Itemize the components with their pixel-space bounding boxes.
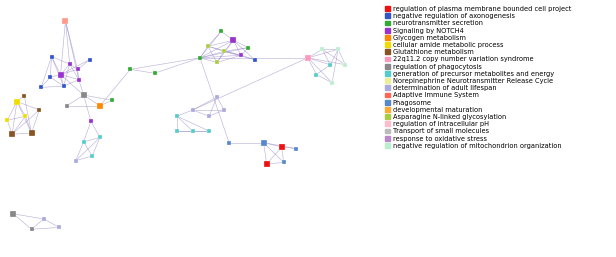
Point	[195, 56, 205, 60]
Point	[60, 19, 70, 23]
Point	[87, 154, 97, 158]
Point	[150, 71, 160, 75]
Point	[9, 212, 18, 216]
Point	[26, 227, 36, 231]
Point	[204, 114, 214, 118]
Point	[86, 119, 96, 123]
Point	[95, 135, 105, 140]
Point	[85, 58, 95, 62]
Point	[219, 49, 229, 53]
Point	[34, 108, 44, 112]
Point	[188, 129, 198, 133]
Point	[74, 78, 84, 82]
Point	[95, 104, 105, 108]
Point	[55, 72, 65, 77]
Point	[59, 84, 68, 88]
Legend: regulation of plasma membrane bounded cell project, negative regulation of axono: regulation of plasma membrane bounded ce…	[385, 6, 571, 149]
Point	[291, 146, 301, 151]
Point	[333, 47, 343, 51]
Point	[237, 53, 246, 57]
Point	[229, 38, 238, 42]
Point	[7, 132, 17, 136]
Point	[47, 54, 57, 59]
Point	[62, 104, 71, 108]
Point	[262, 162, 272, 166]
Point	[19, 94, 29, 98]
Point	[216, 29, 226, 33]
Point	[73, 67, 83, 71]
Point	[259, 141, 269, 145]
Point	[303, 56, 313, 60]
Point	[224, 141, 234, 145]
Point	[172, 129, 182, 133]
Point	[20, 114, 30, 118]
Point	[46, 75, 55, 79]
Point	[277, 145, 286, 149]
Point	[26, 131, 36, 135]
Point	[243, 45, 253, 50]
Point	[107, 98, 117, 102]
Point	[12, 99, 22, 104]
Point	[2, 118, 12, 122]
Point	[219, 108, 229, 112]
Point	[172, 114, 182, 118]
Point	[212, 60, 222, 65]
Point	[79, 140, 89, 144]
Point	[71, 159, 81, 163]
Point	[36, 85, 46, 89]
Point	[126, 67, 136, 71]
Point	[54, 225, 64, 230]
Point	[65, 62, 75, 66]
Point	[204, 129, 214, 133]
Point	[203, 44, 213, 48]
Point	[327, 81, 337, 85]
Point	[249, 58, 259, 62]
Point	[317, 47, 327, 51]
Point	[341, 63, 351, 67]
Point	[39, 217, 49, 221]
Point	[212, 95, 222, 99]
Point	[79, 93, 89, 97]
Point	[278, 160, 288, 164]
Point	[188, 108, 198, 112]
Point	[325, 63, 335, 67]
Point	[312, 72, 322, 77]
